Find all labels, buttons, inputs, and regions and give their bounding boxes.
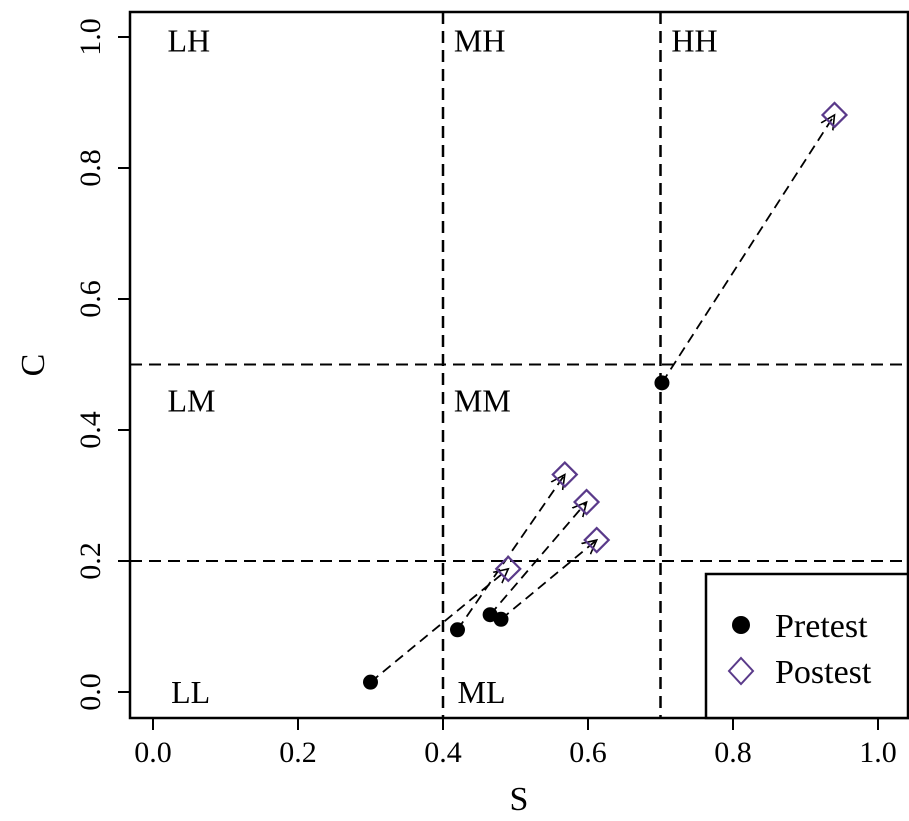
region-labels: LH MH HH LM MM LL ML: [168, 22, 718, 710]
threshold-lines: [130, 12, 908, 718]
region-label-mh: MH: [454, 22, 506, 58]
legend-postest-marker: [727, 656, 755, 686]
region-label-lm: LM: [168, 383, 216, 419]
pretest-point-0: [363, 674, 378, 690]
pretest-point-1: [450, 622, 465, 638]
x-tick-label-5: 1.0: [859, 736, 897, 769]
plot-frame: [128, 10, 909, 720]
postest-point-4: [820, 101, 849, 129]
legend: Pretest Postest: [704, 572, 909, 720]
change-arrow-0: [369, 569, 509, 683]
x-tick-label-3: 0.6: [569, 736, 607, 769]
change-arrow-4: [661, 115, 835, 384]
legend-pretest-label: Pretest: [775, 608, 868, 645]
y-axis-label: C: [15, 354, 52, 377]
y-tick-label-2: 0.4: [74, 411, 107, 449]
x-axis: 0.0 0.2 0.4 0.6 0.8 1.0: [134, 718, 897, 769]
legend-box: [704, 572, 909, 720]
x-axis-label: S: [510, 781, 529, 818]
region-label-hh: HH: [671, 22, 717, 58]
pretest-point-4: [654, 375, 670, 391]
region-label-ml: ML: [458, 674, 506, 710]
x-tick-label-2: 0.4: [424, 736, 462, 769]
change-arrows: [369, 115, 835, 683]
postest-point-3: [583, 526, 611, 554]
postest-point-2: [572, 488, 601, 516]
pretest-point-3: [493, 611, 509, 627]
data-points: [363, 101, 849, 690]
region-label-ll: LL: [171, 674, 210, 710]
y-tick-label-3: 0.6: [74, 280, 107, 318]
region-label-mm: MM: [454, 383, 511, 419]
change-arrow-2: [489, 502, 586, 616]
x-tick-label-4: 0.8: [714, 736, 752, 769]
postest-point-0: [494, 555, 522, 583]
y-axis: 0.0 0.2 0.4 0.6 0.8 1.0: [74, 18, 130, 711]
change-arrow-3: [500, 540, 597, 620]
x-tick-label-0: 0.0: [134, 736, 172, 769]
legend-postest-label: Postest: [775, 654, 872, 691]
y-tick-label-4: 0.8: [74, 149, 107, 187]
y-tick-label-1: 0.2: [74, 542, 107, 580]
legend-pretest-marker: [732, 616, 750, 634]
y-tick-label-5: 1.0: [74, 18, 107, 56]
region-label-lh: LH: [168, 22, 211, 58]
change-arrow-1: [456, 475, 565, 631]
y-tick-label-0: 0.0: [74, 673, 107, 711]
postest-point-1: [551, 460, 579, 489]
x-tick-label-1: 0.2: [279, 736, 317, 769]
